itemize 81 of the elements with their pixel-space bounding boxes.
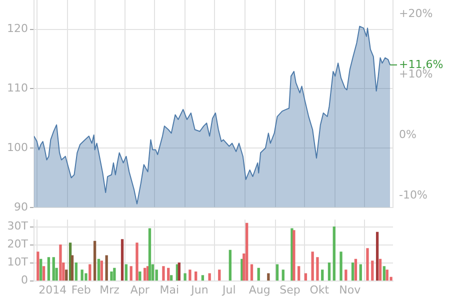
y-tick-label: 20T [7,238,28,251]
bar [167,268,170,281]
y2-tick-label: +20% [399,7,433,20]
y-tick-label: 90 [14,200,28,214]
bar [311,252,314,281]
bar [218,270,221,281]
x-tick-label: 2014 [38,283,67,296]
bar [250,264,254,281]
bar [359,264,362,281]
y2-tick-label: 0% [399,128,416,142]
bar [59,244,62,281]
bar [70,255,74,281]
bar [344,270,348,281]
bar [378,258,382,281]
bar [113,268,116,281]
bar [188,270,192,281]
y-tick-label: 10T [7,256,28,269]
x-tick-label: Okt [310,283,330,296]
bar [42,266,46,281]
bar [371,260,374,281]
bar [100,260,104,281]
x-tick-label: Apr [130,283,150,296]
bar [170,275,173,281]
bar [148,228,152,281]
bar [208,273,211,281]
bar [376,232,379,281]
bar [366,248,369,281]
y-tick-label: 30T [7,220,28,233]
bar [65,270,68,281]
bar [257,268,260,281]
x-tick-label: Jul [222,283,236,296]
bar [144,268,146,281]
bar [276,264,279,281]
bar [316,257,319,281]
y-tick-label: 120 [7,22,28,36]
bar [332,226,336,281]
bar [120,239,124,281]
bar [84,273,88,281]
bar [47,257,50,281]
bar [382,266,386,281]
bar [340,252,342,281]
x-tick-label: Jun [190,283,208,296]
bar [40,258,42,281]
bar [267,273,270,281]
bar [138,271,142,281]
bar [74,262,78,281]
bar [386,270,388,281]
bar [351,262,354,281]
bar [52,257,55,281]
y-tick-label: 100 [7,140,28,154]
bar [321,270,324,281]
x-tick-label: Feb [71,283,91,296]
bar [282,270,284,281]
x-tick-label: Mai [160,283,180,296]
bar [110,271,113,281]
bar [184,273,186,281]
bar [228,250,232,281]
bar [354,258,358,281]
bar [124,264,128,281]
bar [328,262,331,281]
bar [136,242,138,281]
bar [246,222,248,281]
bar [97,258,100,281]
bar [88,264,92,281]
x-tick-label: Mrz [100,283,120,296]
bar [80,270,84,281]
bar [298,266,300,281]
bar [105,255,108,281]
x-tick-label: Nov [339,283,362,296]
bar [162,266,165,281]
bar [304,273,308,281]
bar [194,271,198,281]
bar [36,252,40,281]
bar [93,240,96,281]
bar [130,266,132,281]
x-tick-label: Aug [248,283,270,296]
x-tick-label: Sep [280,283,300,296]
y-tick-label: 0 [21,274,28,287]
y-tick-label: 110 [7,82,28,95]
bar [201,275,204,281]
y2-tick-label: -10% [399,188,428,202]
